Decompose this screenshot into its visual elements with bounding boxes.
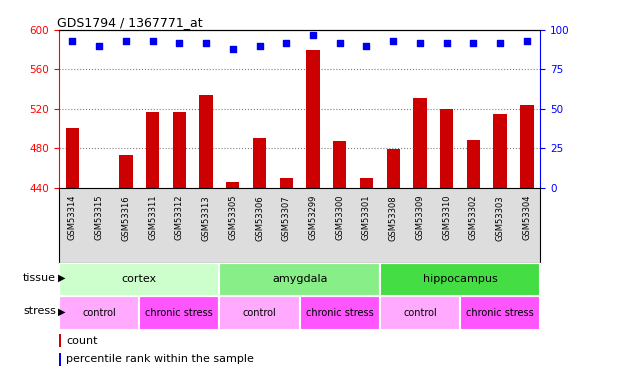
Text: GSM53306: GSM53306 <box>255 195 264 241</box>
Bar <box>279 178 293 188</box>
Text: GSM53307: GSM53307 <box>282 195 291 241</box>
Point <box>335 40 345 46</box>
Bar <box>306 50 320 188</box>
Bar <box>59 296 139 330</box>
Bar <box>59 352 61 366</box>
Text: GSM53310: GSM53310 <box>442 195 451 240</box>
Bar <box>299 296 380 330</box>
Text: count: count <box>66 336 97 345</box>
Text: GDS1794 / 1367771_at: GDS1794 / 1367771_at <box>57 16 202 29</box>
Point <box>361 43 371 49</box>
Text: GSM53313: GSM53313 <box>202 195 211 241</box>
Text: cortex: cortex <box>122 274 156 284</box>
Text: tissue: tissue <box>23 273 56 283</box>
Text: chronic stress: chronic stress <box>466 308 534 318</box>
Text: control: control <box>403 308 437 318</box>
Text: chronic stress: chronic stress <box>145 308 213 318</box>
Text: GSM53300: GSM53300 <box>335 195 344 240</box>
Point <box>175 40 184 46</box>
Point <box>201 40 211 46</box>
Text: GSM53316: GSM53316 <box>121 195 130 241</box>
Point <box>281 40 291 46</box>
Text: GSM53299: GSM53299 <box>309 195 317 240</box>
Text: GSM53303: GSM53303 <box>496 195 505 241</box>
Bar <box>219 262 380 296</box>
Bar <box>173 112 186 188</box>
Bar <box>520 105 533 188</box>
Bar <box>460 296 540 330</box>
Text: ▶: ▶ <box>58 306 65 316</box>
Text: GSM53315: GSM53315 <box>94 195 104 240</box>
Bar <box>360 178 373 188</box>
Text: GSM53311: GSM53311 <box>148 195 157 240</box>
Bar <box>380 296 460 330</box>
Text: stress: stress <box>23 306 56 316</box>
Text: GSM53304: GSM53304 <box>522 195 532 240</box>
Bar <box>199 95 213 188</box>
Point <box>94 43 104 49</box>
Bar <box>413 98 427 188</box>
Point <box>468 40 478 46</box>
Text: GSM53302: GSM53302 <box>469 195 478 240</box>
Bar <box>59 334 61 347</box>
Text: GSM53314: GSM53314 <box>68 195 77 240</box>
Point <box>415 40 425 46</box>
Text: ▶: ▶ <box>58 273 65 283</box>
Bar <box>380 262 540 296</box>
Text: GSM53308: GSM53308 <box>389 195 397 241</box>
Bar <box>333 141 347 188</box>
Text: control: control <box>82 308 116 318</box>
Bar <box>66 128 79 188</box>
Point <box>255 43 265 49</box>
Bar <box>494 114 507 188</box>
Bar <box>146 112 159 188</box>
Text: control: control <box>243 308 276 318</box>
Point <box>495 40 505 46</box>
Bar <box>226 182 240 188</box>
Bar <box>59 262 219 296</box>
Bar <box>219 296 299 330</box>
Bar <box>139 296 219 330</box>
Text: GSM53301: GSM53301 <box>362 195 371 240</box>
Text: chronic stress: chronic stress <box>306 308 374 318</box>
Point <box>121 38 131 44</box>
Point <box>148 38 158 44</box>
Bar <box>253 138 266 188</box>
Text: amygdala: amygdala <box>272 274 327 284</box>
Text: percentile rank within the sample: percentile rank within the sample <box>66 354 254 364</box>
Bar <box>386 149 400 188</box>
Bar <box>119 155 132 188</box>
Bar <box>440 109 453 188</box>
Point <box>68 38 78 44</box>
Text: hippocampus: hippocampus <box>423 274 497 284</box>
Point <box>228 46 238 52</box>
Point <box>308 32 318 38</box>
Text: GSM53305: GSM53305 <box>229 195 237 240</box>
Bar <box>467 140 480 188</box>
Point <box>388 38 398 44</box>
Text: GSM53312: GSM53312 <box>175 195 184 240</box>
Point <box>442 40 451 46</box>
Text: GSM53309: GSM53309 <box>415 195 424 240</box>
Point <box>522 38 532 44</box>
